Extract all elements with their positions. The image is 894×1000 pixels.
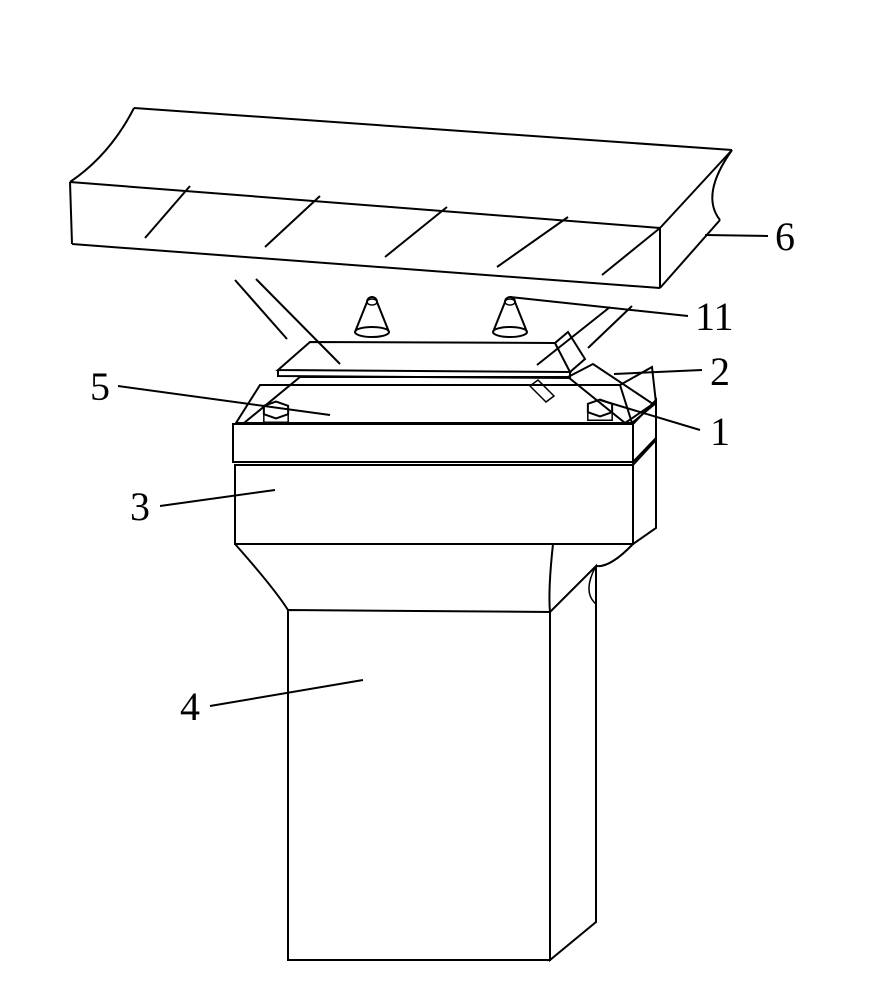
- leader-l6: [705, 235, 768, 236]
- label-l6: 6: [775, 214, 795, 259]
- label-l4: 4: [180, 684, 200, 729]
- leader-l3: [160, 490, 275, 506]
- label-l5: 5: [90, 364, 110, 409]
- leader-l4: [210, 680, 363, 706]
- label-l1: 1: [710, 409, 730, 454]
- label-l11: 11: [695, 294, 734, 339]
- label-l2: 2: [710, 349, 730, 394]
- leader-l2: [614, 370, 702, 374]
- leader-l5: [118, 386, 330, 415]
- leader-l11: [510, 297, 688, 316]
- label-l3: 3: [130, 484, 150, 529]
